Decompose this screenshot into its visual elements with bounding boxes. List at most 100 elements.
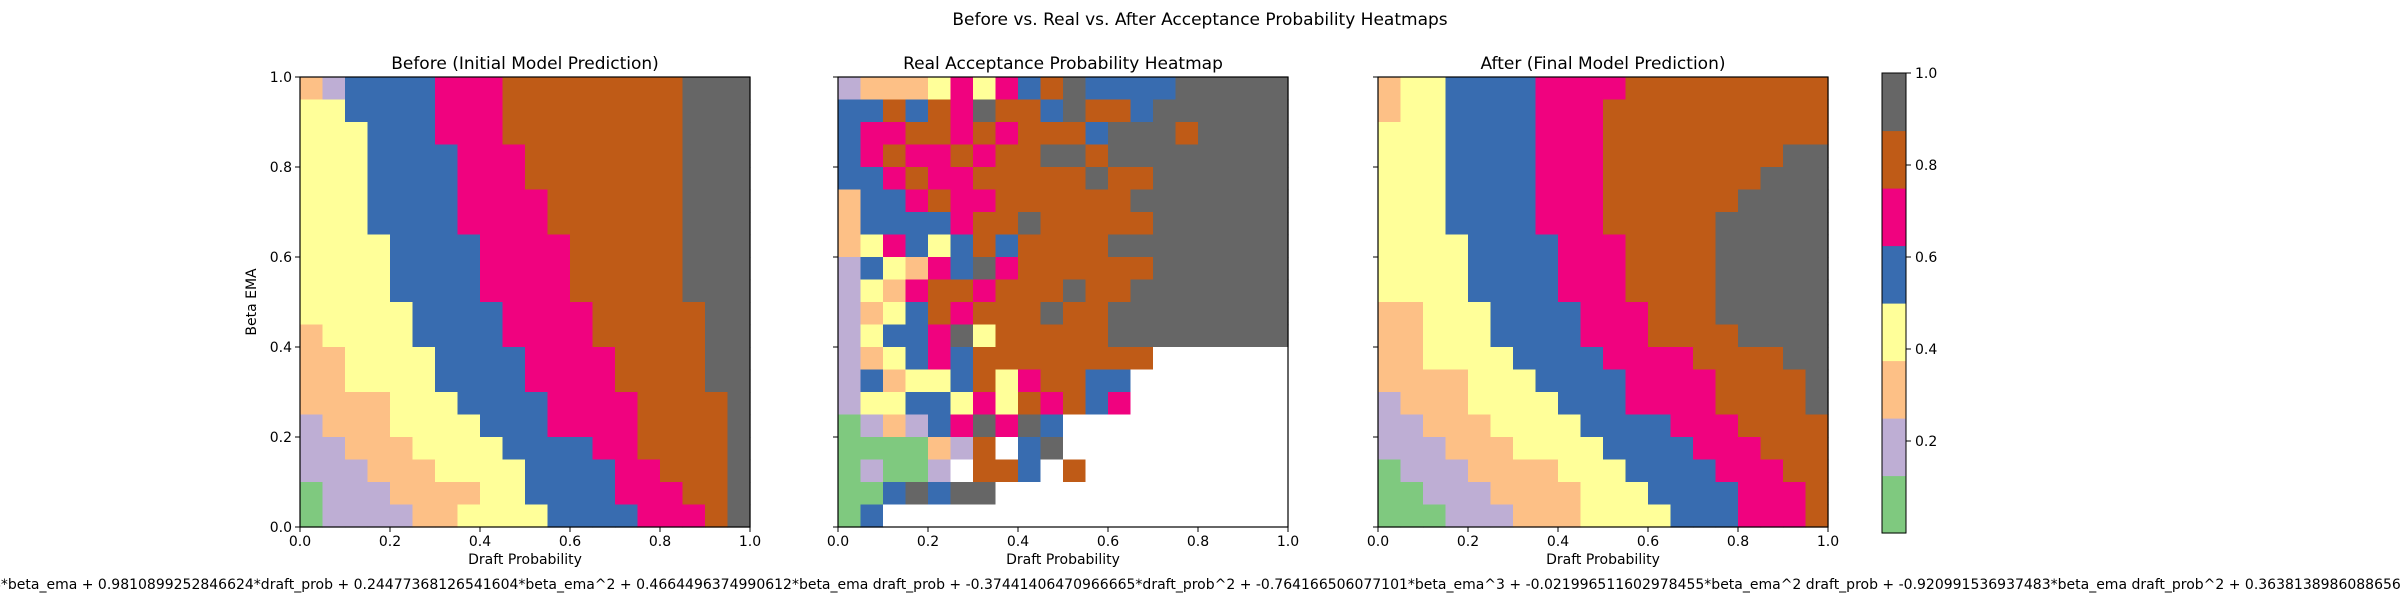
heatmap-cell (1400, 437, 1424, 461)
heatmap-cell (1513, 302, 1537, 326)
heatmap-cell (1535, 257, 1559, 281)
heatmap-cell (1513, 324, 1537, 348)
heatmap-cell (1423, 482, 1447, 506)
heatmap-cell (1693, 369, 1717, 393)
heatmap-cell (1625, 347, 1649, 371)
heatmap-cell (570, 144, 594, 168)
heatmap-cell (322, 437, 346, 461)
heatmap-cell (1040, 482, 1064, 506)
heatmap-cell (1648, 414, 1672, 438)
heatmap-cell (860, 369, 884, 393)
heatmap-cell (1423, 144, 1447, 168)
heatmap-cell (615, 279, 639, 303)
heatmap-cell (615, 189, 639, 213)
heatmap-cell (457, 324, 481, 348)
heatmap-cell (300, 504, 324, 528)
heatmap-cell (1760, 144, 1784, 168)
heatmap-cell (1400, 212, 1424, 236)
heatmap-cell (1580, 414, 1604, 438)
plot-frame (837, 76, 1289, 528)
y-tick-label: 0.6 (270, 250, 292, 266)
heatmap-cell (480, 212, 504, 236)
heatmap-cell (1603, 324, 1627, 348)
heatmap-cell (1805, 414, 1829, 438)
heatmap-cell (615, 212, 639, 236)
heatmap-cell (1153, 347, 1177, 371)
heatmap-cell (367, 279, 391, 303)
heatmap-cell (950, 77, 974, 101)
heatmap-cell (1175, 482, 1199, 506)
heatmap-cell (637, 437, 661, 461)
heatmap-cell (1625, 437, 1649, 461)
heatmap-cell (390, 144, 414, 168)
heatmap-cell (345, 414, 369, 438)
heatmap-cell (1198, 302, 1222, 326)
heatmap-cell (1085, 324, 1109, 348)
heatmap-cell (1040, 324, 1064, 348)
heatmap-cell (345, 482, 369, 506)
heatmap-cell (1243, 347, 1267, 371)
heatmap-cell (1760, 482, 1784, 506)
heatmap-cell (860, 257, 884, 281)
heatmap-cell (928, 77, 952, 101)
x-tick-label: 0.8 (1187, 534, 1209, 550)
heatmap-cell (1153, 212, 1177, 236)
heatmap-cell (1018, 414, 1042, 438)
heatmap-cell (300, 189, 324, 213)
x-tick-label: 0.0 (827, 534, 849, 550)
heatmap-cell (1513, 504, 1537, 528)
heatmap-cell (1715, 459, 1739, 483)
heatmap-cell (1400, 189, 1424, 213)
heatmap-cell (615, 144, 639, 168)
heatmap-cell (1603, 482, 1627, 506)
heatmap-cell (345, 257, 369, 281)
heatmap-cell (1783, 459, 1807, 483)
heatmap-cell (1693, 122, 1717, 146)
heatmap-cell (1513, 122, 1537, 146)
heatmap-cell (838, 324, 862, 348)
heatmap-cell (367, 122, 391, 146)
heatmap-cell (1400, 347, 1424, 371)
heatmap-cell (457, 234, 481, 258)
heatmap-cell (457, 459, 481, 483)
colorbar-band (1882, 418, 1906, 477)
heatmap-cell (838, 504, 862, 528)
heatmap-cell (637, 167, 661, 191)
heatmap-cell (1378, 77, 1402, 101)
heatmap-cell (727, 234, 751, 258)
heatmap-cell (1243, 302, 1267, 326)
heatmap-cell (1468, 234, 1492, 258)
heatmap-cell (995, 189, 1019, 213)
heatmap-cell (1603, 414, 1627, 438)
heatmap-cell (1198, 504, 1222, 528)
heatmap-cell (705, 167, 729, 191)
heatmap-cell (1400, 144, 1424, 168)
heatmap-cell (1085, 122, 1109, 146)
heatmap-cell (883, 234, 907, 258)
heatmap-cell (1108, 459, 1132, 483)
heatmap-cell (1648, 459, 1672, 483)
heatmap-cell (1265, 122, 1289, 146)
heatmap-cell (300, 99, 324, 123)
heatmap-cell (1130, 279, 1154, 303)
heatmap-cell (1760, 234, 1784, 258)
heatmap-cell (860, 77, 884, 101)
heatmap-cell (995, 257, 1019, 281)
heatmap-cell (1378, 324, 1402, 348)
heatmap-cell (367, 347, 391, 371)
heatmap-cell (367, 459, 391, 483)
heatmap-cell (435, 414, 459, 438)
heatmap-cell (1625, 234, 1649, 258)
heatmap-cell (1625, 122, 1649, 146)
colorbar: 0.2 0.4 0.6 0.8 1.0 (1881, 66, 1937, 534)
heatmap-cell (928, 189, 952, 213)
heatmap-cell (1558, 369, 1582, 393)
heatmap-cell (705, 369, 729, 393)
heatmap-cell (1040, 77, 1064, 101)
heatmap-cell (502, 347, 526, 371)
heatmap-cell (1805, 234, 1829, 258)
heatmap-cell (547, 392, 571, 416)
heatmap-cell (367, 324, 391, 348)
heatmap-cell (390, 122, 414, 146)
heatmap-cell (682, 189, 706, 213)
